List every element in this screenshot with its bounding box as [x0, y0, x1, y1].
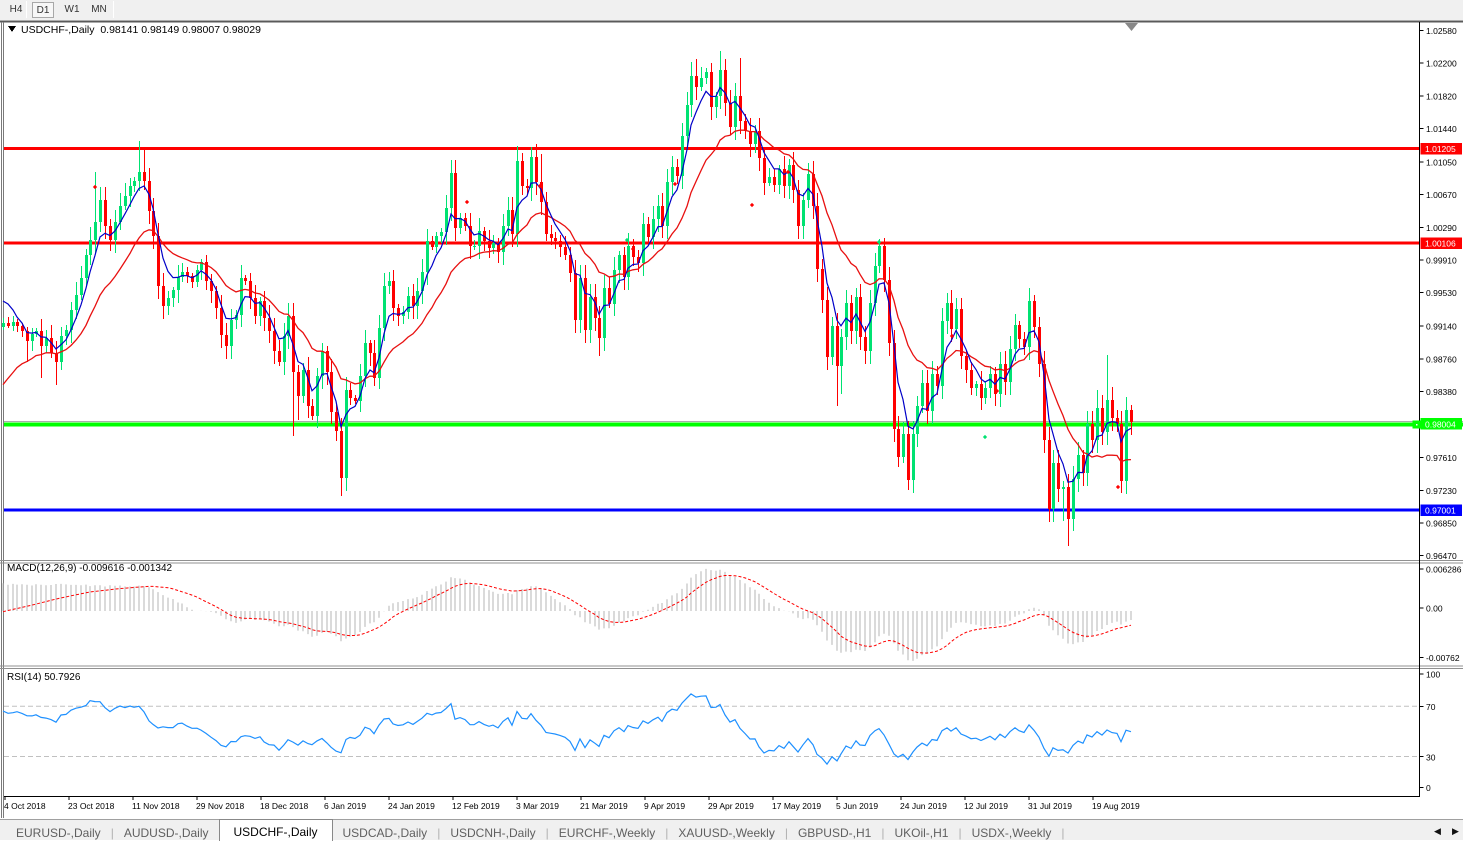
- svg-text:9 Apr 2019: 9 Apr 2019: [644, 801, 685, 811]
- svg-text:0.99530: 0.99530: [1426, 288, 1457, 298]
- svg-text:18 Dec 2018: 18 Dec 2018: [260, 801, 308, 811]
- svg-text:24 Jun 2019: 24 Jun 2019: [900, 801, 947, 811]
- svg-text:1.01820: 1.01820: [1426, 91, 1457, 101]
- svg-text:0.99910: 0.99910: [1426, 256, 1457, 266]
- svg-text:0.96470: 0.96470: [1426, 551, 1457, 561]
- svg-text:1.01205: 1.01205: [1425, 144, 1456, 154]
- svg-text:RSI(14) 50.7926: RSI(14) 50.7926: [7, 672, 81, 683]
- svg-text:30: 30: [1426, 753, 1436, 763]
- svg-text:0.98380: 0.98380: [1426, 387, 1457, 397]
- svg-text:0.00: 0.00: [1426, 604, 1443, 614]
- svg-text:24 Jan 2019: 24 Jan 2019: [388, 801, 435, 811]
- svg-text:USDCHF-,Daily 0.98141 0.98149: USDCHF-,Daily 0.98141 0.98149 0.98007 0.…: [21, 24, 261, 36]
- svg-text:17 May 2019: 17 May 2019: [772, 801, 821, 811]
- svg-text:0.006286: 0.006286: [1426, 565, 1462, 575]
- svg-text:19 Aug 2019: 19 Aug 2019: [1092, 801, 1140, 811]
- svg-text:1.02200: 1.02200: [1426, 59, 1457, 69]
- svg-text:0.97001: 0.97001: [1425, 506, 1456, 516]
- svg-text:1.00106: 1.00106: [1425, 239, 1456, 249]
- svg-text:0: 0: [1426, 783, 1431, 793]
- svg-text:29 Nov 2018: 29 Nov 2018: [196, 801, 244, 811]
- svg-text:3 Mar 2019: 3 Mar 2019: [516, 801, 559, 811]
- svg-text:12 Jul 2019: 12 Jul 2019: [964, 801, 1008, 811]
- svg-text:6 Jan 2019: 6 Jan 2019: [324, 801, 366, 811]
- svg-text:0.96850: 0.96850: [1426, 519, 1457, 529]
- svg-text:-0.00762: -0.00762: [1426, 653, 1460, 663]
- svg-text:70: 70: [1426, 702, 1436, 712]
- svg-text:100: 100: [1426, 670, 1440, 680]
- svg-text:11 Nov 2018: 11 Nov 2018: [132, 801, 180, 811]
- svg-text:0.98004: 0.98004: [1425, 419, 1456, 429]
- svg-text:0.97610: 0.97610: [1426, 453, 1457, 463]
- svg-text:1.01440: 1.01440: [1426, 124, 1457, 134]
- svg-text:5 Jun 2019: 5 Jun 2019: [836, 801, 878, 811]
- svg-text:12 Feb 2019: 12 Feb 2019: [452, 801, 500, 811]
- svg-text:29 Apr 2019: 29 Apr 2019: [708, 801, 754, 811]
- svg-text:0.98760: 0.98760: [1426, 354, 1457, 364]
- svg-text:1.02580: 1.02580: [1426, 26, 1457, 36]
- svg-text:23 Oct 2018: 23 Oct 2018: [68, 801, 115, 811]
- svg-text:1.00290: 1.00290: [1426, 223, 1457, 233]
- svg-text:0.99140: 0.99140: [1426, 322, 1457, 332]
- svg-text:21 Mar 2019: 21 Mar 2019: [580, 801, 628, 811]
- svg-text:1.00670: 1.00670: [1426, 190, 1457, 200]
- svg-text:MACD(12,26,9) -0.009616 -0.001: MACD(12,26,9) -0.009616 -0.001342: [7, 563, 173, 574]
- svg-text:1.01050: 1.01050: [1426, 158, 1457, 168]
- svg-text:0.97230: 0.97230: [1426, 486, 1457, 496]
- svg-text:4 Oct 2018: 4 Oct 2018: [4, 801, 46, 811]
- svg-text:31 Jul 2019: 31 Jul 2019: [1028, 801, 1072, 811]
